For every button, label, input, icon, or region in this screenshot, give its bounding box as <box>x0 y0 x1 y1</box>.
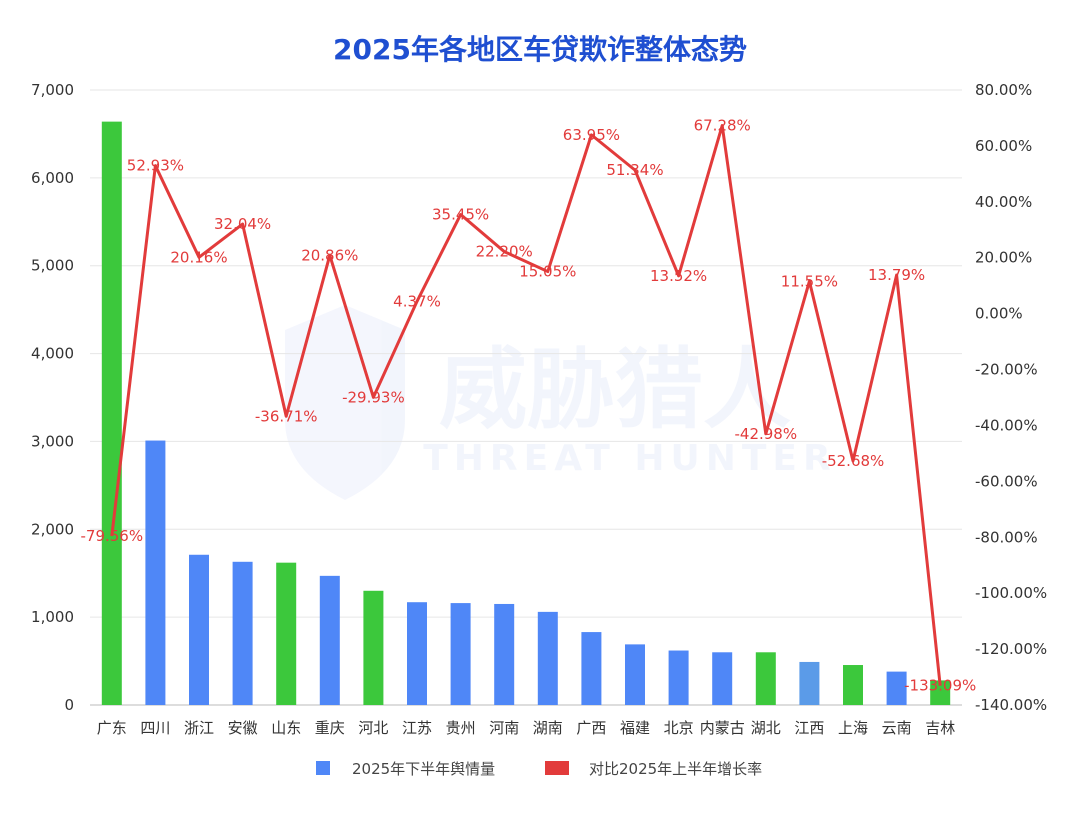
gridlines <box>90 89 962 706</box>
y-left-tick-label: 1,000 <box>31 608 74 626</box>
y-right-tick-label: -40.00% <box>975 416 1038 434</box>
bar <box>101 121 122 706</box>
y-left-tick-label: 3,000 <box>31 432 74 450</box>
x-tick-label: 重庆 <box>315 719 345 737</box>
line-data-label: -133.09% <box>904 677 976 695</box>
y-left-tick-label: 4,000 <box>31 345 74 363</box>
bar <box>319 575 340 705</box>
x-tick-label: 安徽 <box>228 719 258 737</box>
y-axis-left: 0 1,000 2,000 3,000 4,000 5,000 6,000 7,000 <box>31 81 74 714</box>
line-data-label: 63.95% <box>563 126 620 144</box>
y-right-tick-label: -20.00% <box>975 361 1038 379</box>
line-data-label: -36.71% <box>255 407 318 425</box>
bar <box>145 440 166 705</box>
line-data-label: 52.93% <box>127 157 184 175</box>
bar <box>232 561 253 705</box>
x-tick-label: 湖南 <box>533 719 563 737</box>
y-left-tick-label: 0 <box>64 696 74 714</box>
line-data-label: 15.05% <box>519 263 576 281</box>
bar <box>843 665 863 705</box>
line-data-label: 11.55% <box>781 272 838 290</box>
line-data-label: 13.79% <box>868 266 925 284</box>
x-tick-label: 上海 <box>838 719 868 737</box>
x-tick-label: 贵州 <box>446 719 476 737</box>
bar <box>712 652 733 705</box>
y-left-tick-label: 5,000 <box>31 257 74 275</box>
bar <box>189 554 209 705</box>
bar <box>450 603 471 705</box>
x-tick-label: 北京 <box>664 719 694 737</box>
x-tick-label: 内蒙古 <box>700 719 745 737</box>
bar <box>625 644 645 705</box>
y-right-tick-label: -100.00% <box>975 584 1047 602</box>
y-right-tick-label: -140.00% <box>975 696 1047 714</box>
bar <box>799 661 820 705</box>
x-tick-label: 河南 <box>489 719 519 737</box>
bar-series <box>101 121 951 706</box>
line-data-label: 20.86% <box>301 246 358 264</box>
line-data-label: 22.20% <box>476 243 533 261</box>
x-tick-label: 湖北 <box>751 719 781 737</box>
legend: 2025年下半年舆情量 对比2025年上半年增长率 <box>316 760 762 778</box>
bar <box>407 602 427 705</box>
line-data-label: 20.16% <box>170 248 227 266</box>
y-left-tick-label: 7,000 <box>31 81 74 99</box>
x-tick-label: 河北 <box>358 719 388 737</box>
line-series <box>110 124 942 686</box>
bar <box>930 680 951 705</box>
legend-label: 对比2025年上半年增长率 <box>589 760 762 778</box>
bar <box>494 603 515 705</box>
legend-swatch <box>316 761 330 775</box>
line-data-label: -52.68% <box>822 452 885 470</box>
bar <box>581 632 602 705</box>
y-right-tick-label: 0.00% <box>975 305 1023 323</box>
line-data-label: 13.52% <box>650 267 707 285</box>
y-left-tick-label: 6,000 <box>31 169 74 187</box>
x-tick-label: 山东 <box>271 719 301 737</box>
y-right-tick-label: -80.00% <box>975 528 1038 546</box>
x-tick-label: 江西 <box>794 719 824 737</box>
x-tick-label: 吉林 <box>925 719 955 737</box>
growth-line <box>110 124 942 686</box>
chart-title: 2025年各地区车贷欺诈整体态势 <box>333 33 747 66</box>
y-right-tick-label: -60.00% <box>975 472 1038 490</box>
x-axis: 广东 四川 浙江 安徽 山东 重庆 河北 江苏 贵州 河南 湖南 广西 福建 北京 内蒙古 湖北 江西 上海 云南吉… <box>97 719 955 737</box>
legend-swatch <box>545 761 569 775</box>
bar <box>537 611 558 705</box>
x-tick-label: 江苏 <box>402 719 432 737</box>
x-tick-label: 浙江 <box>184 719 214 737</box>
watermark-text-cn: 威胁猎人 <box>439 338 791 441</box>
y-right-tick-label: -120.00% <box>975 640 1047 658</box>
legend-label: 2025年下半年舆情量 <box>352 760 495 778</box>
bar <box>668 650 689 705</box>
line-data-label: 32.04% <box>214 215 271 233</box>
bar <box>886 671 907 705</box>
y-right-tick-label: 80.00% <box>975 81 1032 99</box>
line-data-label: -79.56% <box>80 527 143 545</box>
line-data-label: 67.28% <box>694 117 751 135</box>
bar <box>755 652 776 705</box>
watermark-logo: 威胁猎人 THREAT HUNTER <box>285 305 837 500</box>
y-right-tick-label: 60.00% <box>975 137 1032 155</box>
bar <box>363 590 384 705</box>
line-data-label: 35.45% <box>432 206 489 224</box>
line-data-label: -42.98% <box>734 425 797 443</box>
x-tick-label: 四川 <box>140 719 170 737</box>
watermark-text-en: THREAT HUNTER <box>423 438 837 479</box>
line-data-label: 4.37% <box>393 292 441 310</box>
line-data-label: -29.93% <box>342 388 405 406</box>
line-data-labels: -79.56% 52.93% 20.16% 32.04% -36.71% 20.86% -2… <box>80 117 976 695</box>
x-tick-label: 广东 <box>97 719 127 737</box>
bar <box>276 562 297 705</box>
line-data-label: 51.34% <box>606 161 663 179</box>
x-tick-label: 云南 <box>882 719 912 737</box>
y-axis-right: 80.00% 60.00% 40.00% 20.00% 0.00% -20.00% -40.… <box>975 81 1047 714</box>
x-tick-label: 广西 <box>576 719 606 737</box>
y-right-tick-label: 40.00% <box>975 193 1032 211</box>
y-left-tick-label: 2,000 <box>31 520 74 538</box>
y-right-tick-label: 20.00% <box>975 249 1032 267</box>
x-tick-label: 福建 <box>620 719 650 737</box>
